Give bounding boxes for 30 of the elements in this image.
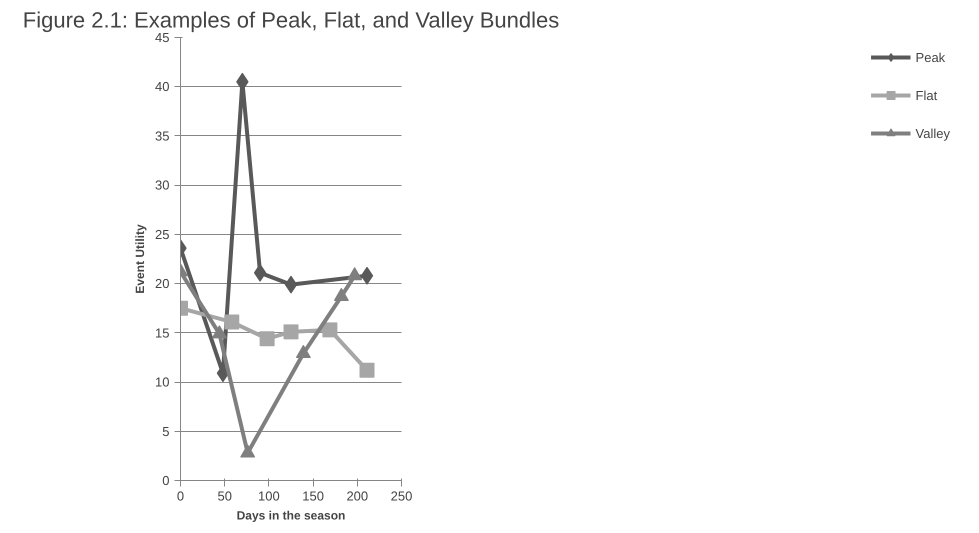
legend-label: Peak (916, 50, 946, 64)
point (360, 362, 375, 378)
y-tick-label: 35 (155, 128, 170, 144)
y-tick-label: 45 (155, 30, 170, 45)
point (224, 314, 240, 330)
x-tick-label: 50 (217, 488, 232, 504)
y-axis-title: Event Utility (133, 224, 148, 294)
x-tick-label: 200 (346, 488, 368, 504)
y-tick-label: 0 (162, 473, 170, 488)
chart-title: Figure 2.1: Examples of Peak, Flat, and Valley Bundles (22, 8, 560, 32)
x-tick-label: 150 (302, 488, 324, 504)
y-tick-label: 5 (162, 424, 170, 439)
x-tick-label: 0 (176, 488, 184, 504)
x-tick-label: 250 (390, 488, 412, 504)
x-axis-title: Days in the season (236, 508, 346, 522)
point (284, 276, 298, 294)
point (260, 331, 275, 346)
legend-label: Valley (916, 126, 950, 140)
y-tick-label: 40 (155, 79, 170, 94)
point (360, 266, 374, 285)
y-tick-label: 20 (155, 276, 170, 292)
y-tick-label: 30 (155, 178, 170, 193)
x-tick-label: 100 (258, 488, 280, 504)
legend-label: Flat (916, 88, 938, 102)
point (284, 324, 298, 340)
point (322, 322, 338, 338)
point (254, 264, 266, 282)
y-tick-label: 25 (155, 226, 170, 242)
y-tick-label: 10 (155, 374, 170, 390)
y-tick-label: 15 (155, 325, 170, 340)
